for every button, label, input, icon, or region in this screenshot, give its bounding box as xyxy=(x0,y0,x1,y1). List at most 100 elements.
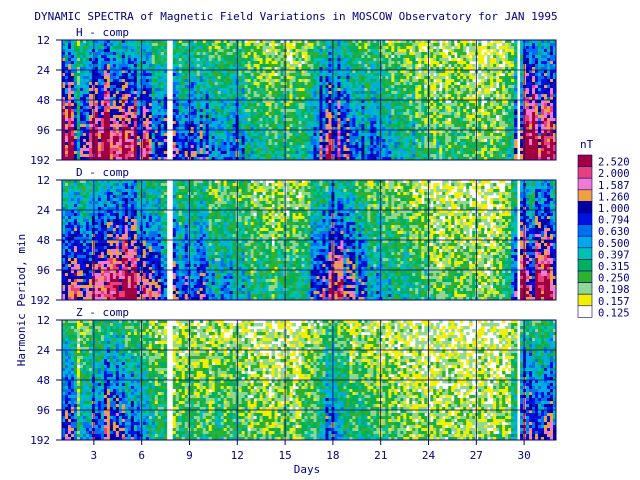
spectrum-cell xyxy=(241,88,246,92)
spectrum-cell xyxy=(238,127,243,131)
spectrum-cell xyxy=(370,46,374,50)
spectrum-cell xyxy=(409,124,413,128)
spectrum-cell xyxy=(163,154,168,158)
spectrum-cell xyxy=(112,109,117,113)
spectrum-cell xyxy=(346,154,350,158)
spectrum-cell xyxy=(232,94,237,98)
spectrum-cell xyxy=(121,115,126,119)
spectrum-cell xyxy=(70,133,75,137)
spectrum-cell xyxy=(244,46,249,50)
spectrum-cell xyxy=(220,97,225,101)
spectrum-cell xyxy=(148,49,153,53)
spectrum-cell xyxy=(301,115,305,119)
spectrum-cell xyxy=(151,112,156,116)
spectrum-cell xyxy=(439,139,443,143)
spectrum-cell xyxy=(199,88,204,92)
spectrum-cell xyxy=(355,58,359,62)
spectrum-cell xyxy=(94,49,99,53)
spectrum-cell xyxy=(286,91,290,95)
spectrum-cell xyxy=(373,109,377,113)
spectrum-cell xyxy=(439,145,443,149)
spectrum-cell xyxy=(421,157,425,161)
spectrum-cell xyxy=(106,88,111,92)
spectrum-cell xyxy=(373,115,377,119)
spectrum-cell xyxy=(340,82,344,86)
spectrum-cell xyxy=(106,103,111,107)
spectrum-cell xyxy=(259,136,263,140)
spectrum-cell xyxy=(361,106,365,110)
spectrum-cell xyxy=(148,127,153,131)
spectrum-cell xyxy=(346,91,350,95)
spectrum-cell xyxy=(298,52,302,56)
spectrum-cell xyxy=(340,106,344,110)
spectrum-cell xyxy=(190,127,195,131)
spectrum-cell xyxy=(274,97,278,101)
spectrum-cell xyxy=(82,52,87,56)
spectrum-cell xyxy=(334,43,338,47)
spectrum-cell xyxy=(157,142,162,146)
spectrum-cell xyxy=(178,46,183,50)
spectrum-cell xyxy=(364,118,368,122)
spectrum-cell xyxy=(178,82,183,86)
spectrum-cell xyxy=(199,64,204,68)
spectrum-cell xyxy=(202,64,207,68)
spectrum-cell xyxy=(142,52,147,56)
spectrum-cell xyxy=(193,127,198,131)
spectrum-cell xyxy=(418,124,422,128)
spectrum-cell xyxy=(412,79,416,83)
spectrum-cell xyxy=(148,106,153,110)
spectrum-cell xyxy=(121,70,126,74)
spectrum-cell xyxy=(136,91,141,95)
spectrum-cell xyxy=(196,157,201,161)
spectrum-cell xyxy=(409,115,413,119)
spectrum-cell xyxy=(355,76,359,80)
spectrum-cell xyxy=(157,124,162,128)
spectrum-cell xyxy=(211,157,216,161)
spectrum-cell xyxy=(265,130,269,134)
spectrum-cell xyxy=(160,112,165,116)
spectrum-cell xyxy=(310,139,314,143)
spectrum-cell xyxy=(280,91,284,95)
spectrum-cell xyxy=(205,82,210,86)
spectrum-cell xyxy=(88,88,93,92)
spectrum-cell xyxy=(319,91,323,95)
spectrum-cell xyxy=(64,133,69,137)
spectrum-cell xyxy=(352,40,356,44)
spectrum-cell xyxy=(199,43,204,47)
spectrum-cell xyxy=(112,46,117,50)
spectrum-cell xyxy=(160,88,165,92)
spectrum-cell xyxy=(157,70,162,74)
spectrum-cell xyxy=(310,100,314,104)
spectrum-cell xyxy=(109,79,114,83)
spectrum-cell xyxy=(313,79,317,83)
spectrum-cell xyxy=(172,88,177,92)
spectrum-cell xyxy=(436,127,440,131)
spectrum-cell xyxy=(208,82,213,86)
spectrum-cell xyxy=(175,154,180,158)
spectrum-cell xyxy=(115,154,120,158)
spectrum-cell xyxy=(193,139,198,143)
spectrum-cell xyxy=(367,61,371,65)
spectrum-cell xyxy=(316,88,320,92)
spectrum-cell xyxy=(130,148,135,152)
spectrum-cell xyxy=(136,40,141,44)
spectrum-cell xyxy=(373,85,377,89)
spectrum-cell xyxy=(316,130,320,134)
spectrum-cell xyxy=(325,106,329,110)
spectrum-cell xyxy=(97,67,102,71)
spectrum-cell xyxy=(112,97,117,101)
spectrum-cell xyxy=(361,46,365,50)
spectrum-cell xyxy=(193,109,198,113)
spectrum-cell xyxy=(319,109,323,113)
spectrum-cell xyxy=(415,142,419,146)
spectrum-cell xyxy=(337,91,341,95)
spectrum-cell xyxy=(172,124,177,128)
spectrum-cell xyxy=(319,157,323,161)
spectrum-cell xyxy=(268,55,272,59)
spectrum-cell xyxy=(199,151,204,155)
spectrum-cell xyxy=(367,115,371,119)
spectrum-cell xyxy=(250,127,255,131)
spectrum-cell xyxy=(322,40,326,44)
spectrum-cell xyxy=(85,103,90,107)
spectrum-cell xyxy=(124,100,129,104)
